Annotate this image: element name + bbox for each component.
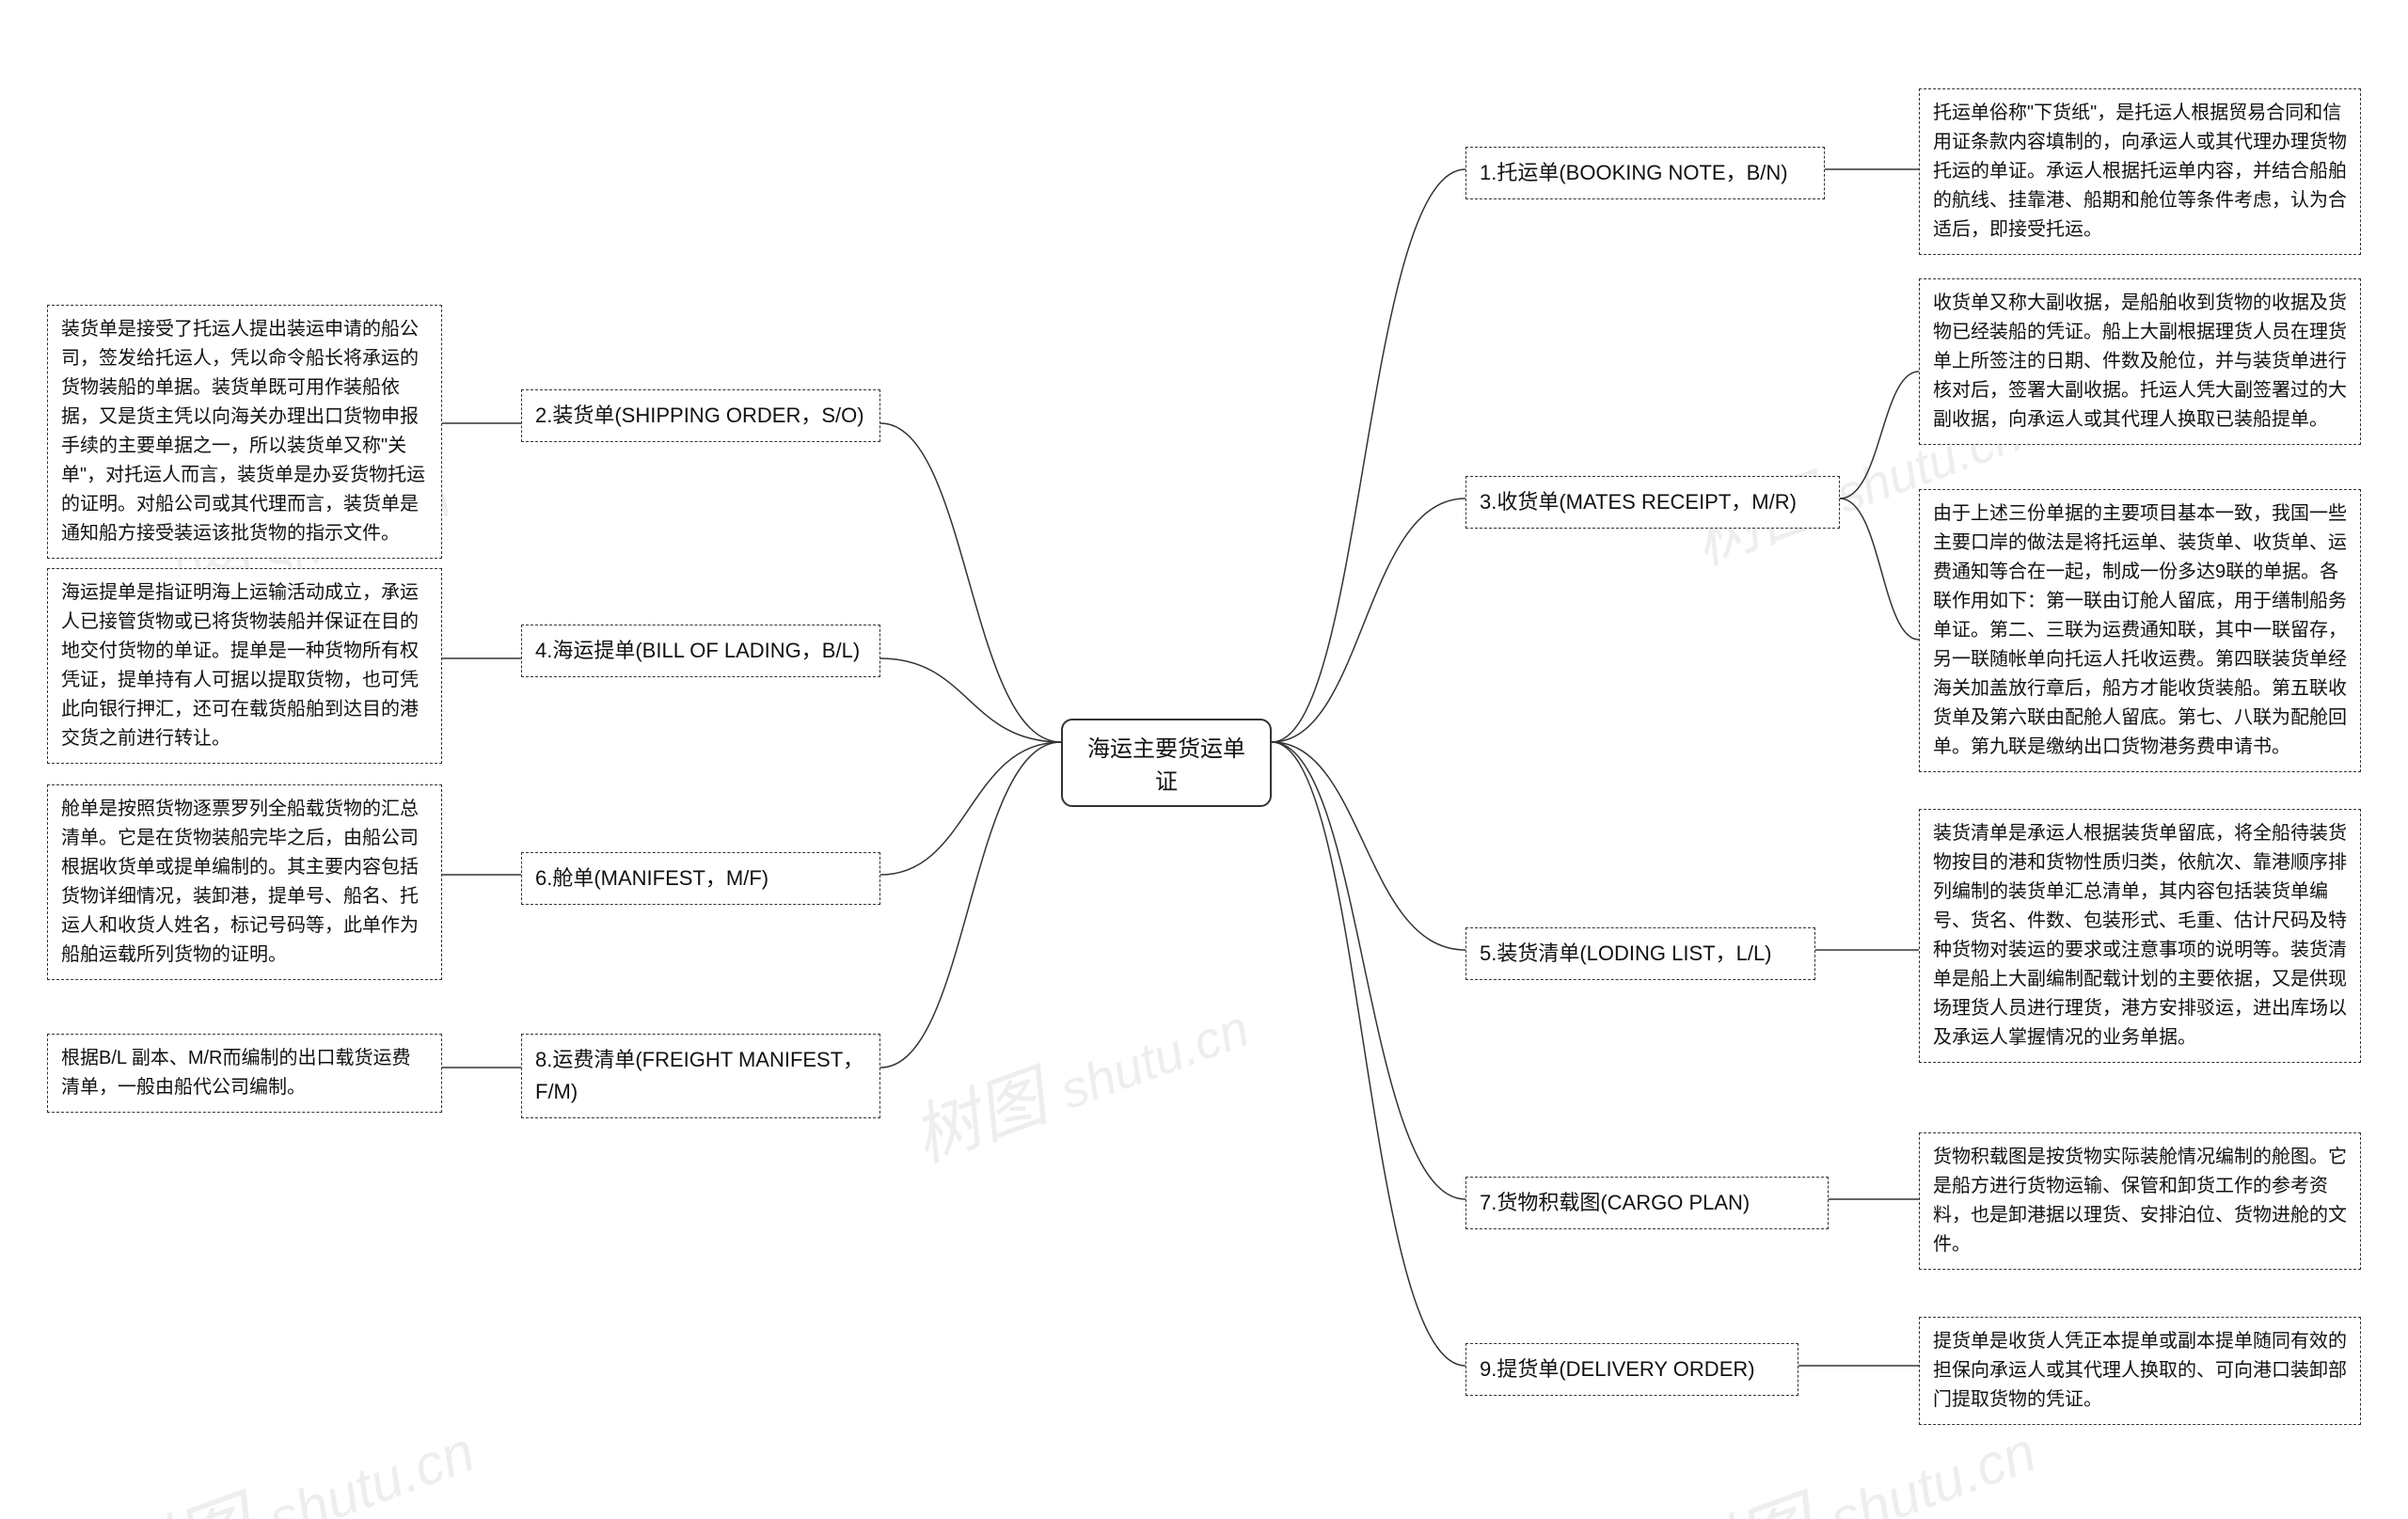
node-desc-n3-1: 收货单又称大副收据，是船舶收到货物的收据及货物已经装船的凭证。船上大副根据理货人…	[1919, 278, 2361, 445]
center-node: 海运主要货运单证	[1061, 719, 1272, 807]
node-desc-n4: 海运提单是指证明海上运输活动成立，承运人已接管货物或已将货物装船并保证在目的地交…	[47, 568, 442, 764]
node-title-n6: 6.舱单(MANIFEST，M/F)	[521, 852, 880, 905]
node-title-n1: 1.托运单(BOOKING NOTE，B/N)	[1465, 147, 1825, 199]
node-title-n4: 4.海运提单(BILL OF LADING，B/L)	[521, 625, 880, 677]
node-title-n9: 9.提货单(DELIVERY ORDER)	[1465, 1343, 1798, 1396]
node-title-n8: 8.运费清单(FREIGHT MANIFEST，F/M)	[521, 1034, 880, 1118]
node-title-n5: 5.装货清单(LODING LIST，L/L)	[1465, 927, 1815, 980]
node-title-n3: 3.收货单(MATES RECEIPT，M/R)	[1465, 476, 1840, 529]
node-title-n2: 2.装货单(SHIPPING ORDER，S/O)	[521, 389, 880, 442]
node-desc-n7: 货物积载图是按货物实际装舱情况编制的舱图。它是船方进行货物运输、保管和卸货工作的…	[1919, 1132, 2361, 1270]
node-desc-n2: 装货单是接受了托运人提出装运申请的船公司，签发给托运人，凭以命令船长将承运的货物…	[47, 305, 442, 559]
node-desc-n5: 装货清单是承运人根据装货单留底，将全船待装货物按目的港和货物性质归类，依航次、靠…	[1919, 809, 2361, 1063]
center-label: 海运主要货运单证	[1087, 736, 1245, 795]
watermark: 树图 shutu.cn	[896, 969, 1259, 1181]
node-desc-n1: 托运单俗称"下货纸"，是托运人根据贸易合同和信用证条款内容填制的，向承运人或其代…	[1919, 88, 2361, 255]
node-desc-n9: 提货单是收货人凭正本提单或副本提单随同有效的担保向承运人或其代理人换取的、可向港…	[1919, 1317, 2361, 1425]
watermark: 树图 shutu.cn	[87, 1386, 485, 1519]
node-title-n7: 7.货物积载图(CARGO PLAN)	[1465, 1177, 1829, 1229]
node-desc-n6: 舱单是按照货物逐票罗列全船载货物的汇总清单。它是在货物装船完毕之后，由船公司根据…	[47, 784, 442, 980]
node-desc-n3-2: 由于上述三份单据的主要项目基本一致，我国一些主要口岸的做法是将托运单、装货单、收…	[1919, 489, 2361, 772]
node-desc-n8: 根据B/L 副本、M/R而编制的出口载货运费清单，一般由船代公司编制。	[47, 1034, 442, 1113]
